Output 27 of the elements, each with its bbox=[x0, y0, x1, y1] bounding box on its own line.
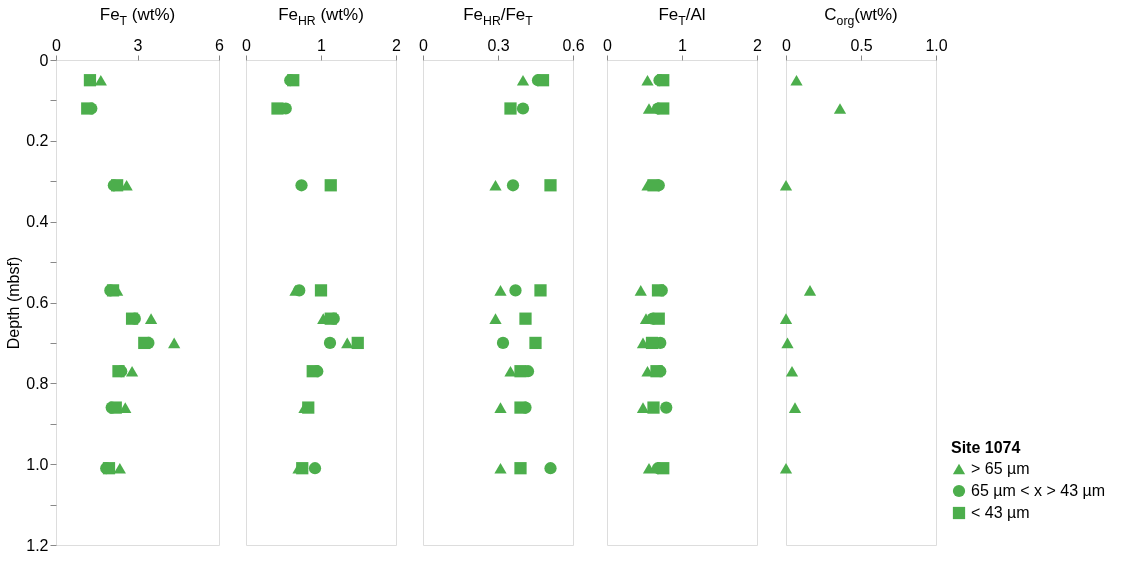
x-tick-label: 0 bbox=[419, 36, 429, 54]
y-tick-label: 1.2 bbox=[26, 536, 49, 554]
x-tick-label: 0.6 bbox=[562, 36, 585, 54]
y-tick-label: 1.0 bbox=[26, 455, 49, 473]
x-tick-label: 0 bbox=[782, 36, 792, 54]
x-tick-label: 2 bbox=[753, 36, 763, 54]
legend-title: Site 1074 bbox=[951, 439, 1021, 456]
y-tick-label: 0.4 bbox=[26, 213, 49, 231]
x-tick-label: 0.3 bbox=[487, 36, 510, 54]
x-tick-label: 3 bbox=[133, 36, 143, 54]
y-tick-label: 0 bbox=[39, 51, 49, 69]
legend-label: < 43 µm bbox=[971, 504, 1030, 521]
x-tick-label: 0 bbox=[242, 36, 252, 54]
y-axis-title: Depth (mbsf) bbox=[5, 256, 23, 350]
x-tick-label: 0 bbox=[603, 36, 613, 54]
x-tick-label: 1.0 bbox=[925, 36, 948, 54]
x-tick-label: 1 bbox=[317, 36, 327, 54]
x-tick-label: 0 bbox=[52, 36, 62, 54]
x-tick-label: 2 bbox=[392, 36, 402, 54]
legend-label: 65 µm < x > 43 µm bbox=[971, 482, 1106, 499]
y-tick-label: 0.6 bbox=[26, 294, 49, 311]
x-tick-label: 0.5 bbox=[850, 36, 873, 54]
x-tick-label: 6 bbox=[215, 36, 225, 54]
y-tick-label: 0.2 bbox=[26, 132, 49, 150]
x-tick-label: 1 bbox=[678, 36, 688, 54]
legend-label: > 65 µm bbox=[971, 460, 1030, 477]
y-tick-label: 0.8 bbox=[26, 374, 49, 392]
